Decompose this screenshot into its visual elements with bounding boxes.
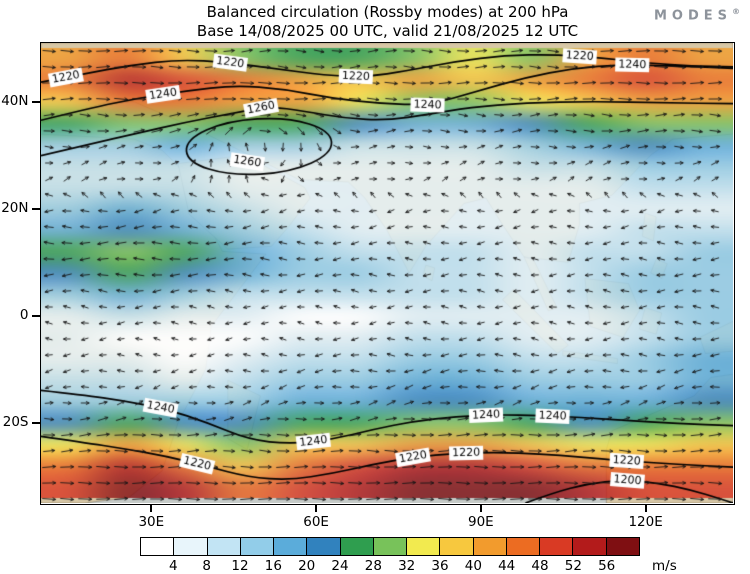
x-tick-label: 120E (628, 513, 663, 530)
colorbar-tick-label: 32 (398, 558, 416, 574)
y-tick-mark (32, 422, 40, 425)
colorbar-tick-label: 52 (564, 558, 582, 574)
colorbar-tick-label: 44 (498, 558, 516, 574)
x-tick-mark (644, 505, 647, 512)
registered-mark-icon: ® (732, 7, 740, 16)
colorbar-cell (340, 538, 374, 555)
colorbar-cell (373, 538, 408, 555)
colorbar-units: m/s (652, 558, 677, 574)
colorbar-cell (506, 538, 541, 555)
x-tick-mark (315, 505, 318, 512)
colorbar-tick-label: 16 (264, 558, 282, 574)
colorbar-tick-label: 24 (331, 558, 349, 574)
x-tick-mark (150, 505, 153, 512)
colorbar-cell (473, 538, 507, 555)
colorbar-tick-label: 40 (464, 558, 482, 574)
modes-logo-text: MODES (653, 8, 732, 24)
colorbar-cell (573, 538, 607, 555)
colorbar-tick-label: 56 (598, 558, 616, 574)
colorbar-tick-label: 8 (202, 558, 211, 574)
colorbar-tick-label: 48 (531, 558, 549, 574)
chart-header: Balanced circulation (Rossby modes) at 2… (40, 3, 735, 41)
colorbar-tick-label: 12 (231, 558, 249, 574)
colorbar-cell (274, 538, 308, 555)
chart-subtitle: Base 14/08/2025 00 UTC, valid 21/08/2025… (196, 22, 579, 40)
x-tick-mark (479, 505, 482, 512)
y-tick-mark (32, 208, 40, 211)
y-tick-label: 0 (19, 307, 29, 324)
y-tick-mark (32, 315, 40, 318)
map-frame (40, 42, 735, 505)
y-tick-label: 40N (1, 93, 29, 110)
colorbar-cell (307, 538, 341, 555)
x-tick-label: 60E (303, 513, 329, 530)
x-tick-label: 90E (468, 513, 494, 530)
colorbar-cell (174, 538, 208, 555)
wind-map-canvas (41, 43, 733, 503)
colorbar-cell (207, 538, 241, 555)
y-tick-label: 20N (1, 200, 29, 217)
colorbar-cell (540, 538, 574, 555)
chart-title: Balanced circulation (Rossby modes) at 2… (206, 3, 569, 21)
colorbar-tick-label: 36 (431, 558, 449, 574)
colorbar (140, 537, 640, 556)
modes-logo: MODES® (654, 7, 740, 23)
colorbar-cell (240, 538, 275, 555)
colorbar-tick-label: 28 (364, 558, 382, 574)
colorbar-tick-label: 20 (298, 558, 316, 574)
colorbar-tick-label: 4 (169, 558, 178, 574)
colorbar-cell (440, 538, 474, 555)
colorbar-labels: 4 8 12 16 20 24 28 32 36 40 44 48 52 56 (140, 558, 640, 574)
x-tick-label: 30E (138, 513, 165, 530)
y-tick-label: 20S (2, 414, 29, 431)
colorbar-cell (407, 538, 441, 555)
y-tick-mark (32, 101, 40, 104)
colorbar-cell (141, 538, 175, 555)
colorbar-cell (606, 538, 639, 555)
